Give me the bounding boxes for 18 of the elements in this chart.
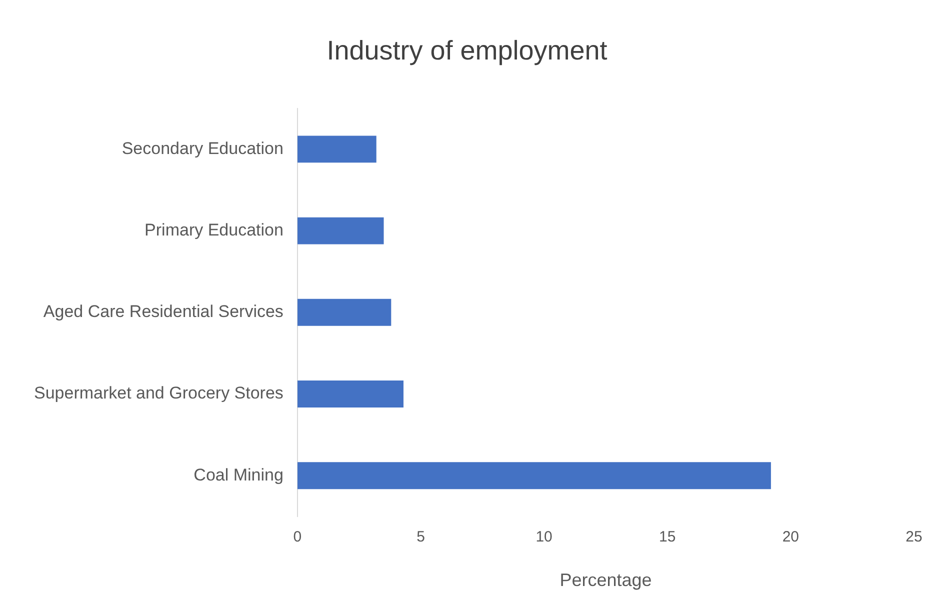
bar <box>297 298 392 326</box>
y-tick-label: Supermarket and Grocery Stores <box>34 384 284 403</box>
x-tick-label: 15 <box>659 528 676 546</box>
y-tick-label: Coal Mining <box>194 465 284 484</box>
bar <box>297 462 771 490</box>
x-tick-label: 0 <box>293 528 302 546</box>
bar <box>297 136 376 163</box>
x-tick-label: 5 <box>416 528 425 546</box>
bar <box>297 380 404 408</box>
x-tick-label: 10 <box>536 528 552 546</box>
y-tick-label: Secondary Education <box>122 138 284 158</box>
x-axis-title: Percentage <box>560 570 652 590</box>
x-tick-label: 25 <box>906 528 922 546</box>
y-tick-label: Aged Care Residential Services <box>43 302 284 322</box>
y-tick-label: Primary Education <box>144 220 284 240</box>
chart-title: Industry of employment <box>326 36 608 66</box>
x-tick-label: 20 <box>782 528 800 546</box>
bar <box>297 217 384 244</box>
